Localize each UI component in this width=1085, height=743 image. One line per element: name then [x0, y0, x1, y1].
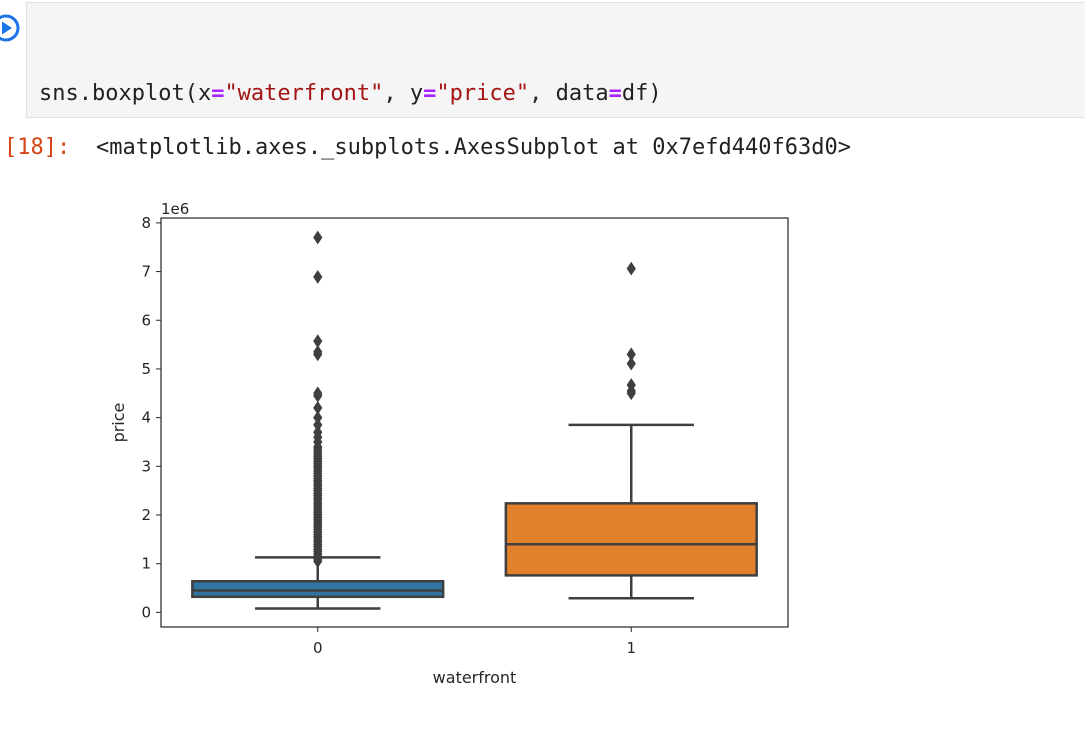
output-text: <matplotlib.axes._subplots.AxesSubplot a… — [96, 135, 851, 160]
y-tick-label: 6 — [141, 311, 151, 329]
y-tick-label: 1 — [141, 555, 151, 573]
y-tick-label: 5 — [141, 360, 151, 378]
x-tick-label: 1 — [626, 639, 636, 657]
code-line[interactable]: sns.boxplot(x="waterfront", y="price", d… — [39, 80, 662, 108]
y-tick-label: 8 — [141, 214, 151, 232]
outlier-point — [313, 400, 323, 415]
outlier-point — [313, 230, 323, 245]
code-sep: , y — [383, 81, 424, 106]
outlier-point — [626, 261, 636, 276]
code-string-y: "price" — [436, 81, 530, 106]
outlier-point — [313, 418, 323, 432]
code-string-x: "waterfront" — [224, 81, 384, 106]
outlier-point — [313, 425, 323, 440]
code-eq: = — [423, 81, 437, 106]
outlier-point — [313, 270, 323, 284]
outlier-point — [313, 344, 323, 359]
y-tick-label: 3 — [141, 457, 151, 475]
outlier-point — [313, 386, 323, 401]
x-axis-label: waterfront — [433, 668, 517, 687]
y-tick-label: 7 — [141, 263, 151, 281]
plot-frame — [160, 217, 789, 628]
y-tick-label: 0 — [141, 603, 151, 621]
code-eq: = — [211, 81, 225, 106]
x-tick-label: 0 — [313, 639, 323, 657]
y-axis-label: price — [109, 403, 128, 443]
code-cell-input[interactable]: sns.boxplot(x="waterfront", y="price", d… — [26, 2, 1085, 118]
run-cell-button[interactable] — [0, 13, 21, 43]
play-circle-icon — [0, 14, 20, 42]
y-offset-label: 1e6 — [161, 200, 189, 218]
code-sep: , data — [529, 81, 609, 106]
outlier-point — [626, 347, 636, 362]
box-1 — [504, 502, 758, 577]
code-eq: = — [608, 81, 622, 106]
code-tail: df) — [621, 81, 662, 106]
output-prompt: [18]: — [4, 135, 71, 160]
outlier-point — [313, 410, 323, 425]
outlier-point — [626, 378, 636, 392]
outlier-point — [626, 356, 636, 371]
outlier-point — [313, 334, 323, 349]
code-fn: sns.boxplot(x — [39, 81, 212, 106]
box-0 — [191, 579, 445, 599]
y-tick-label: 2 — [141, 506, 151, 524]
y-tick-label: 4 — [141, 409, 151, 427]
